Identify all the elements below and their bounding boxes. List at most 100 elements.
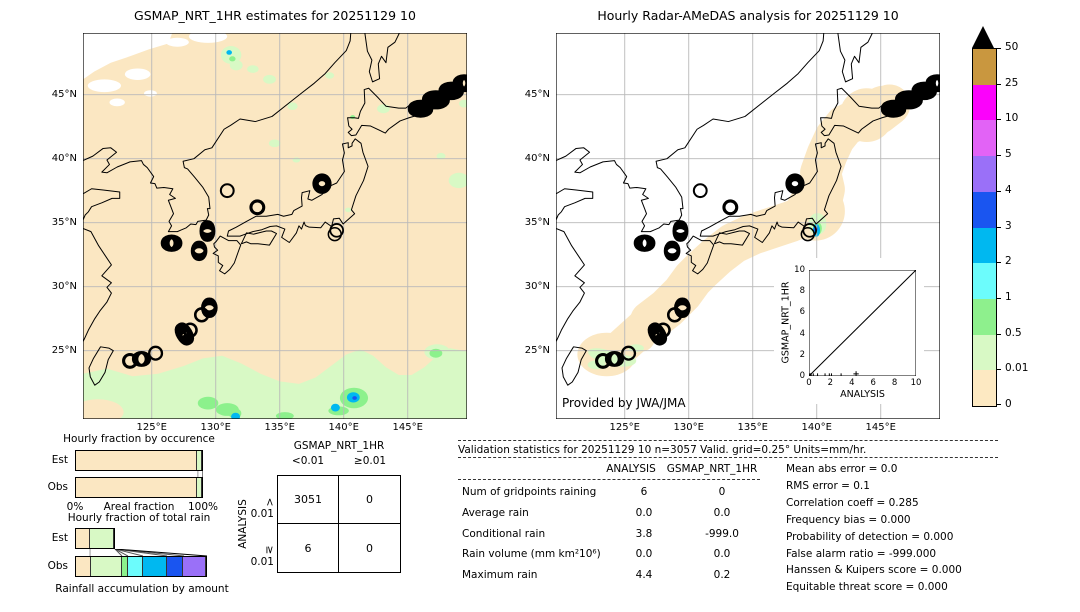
- contingency-header: GSMAP_NRT_1HR: [293, 440, 385, 452]
- score-line: Hanssen & Kuipers score = 0.000: [786, 564, 962, 576]
- stat-gsmap-value: 0.2: [713, 569, 731, 581]
- occurrence-x1: 100%: [187, 501, 219, 513]
- colorbar-segment: [973, 263, 996, 299]
- stat-analysis-value: 0.0: [635, 507, 653, 519]
- colorbar-segment: [973, 334, 996, 371]
- left-map-lat-tick: 30°N: [51, 280, 77, 292]
- inset-xtick: 6: [870, 378, 876, 388]
- left-map-lat-tick: 45°N: [51, 88, 77, 100]
- gsmap-map-canvas: [83, 33, 467, 419]
- stats-divider-title: [458, 457, 998, 458]
- stat-row-label: Maximum rain: [462, 569, 538, 581]
- inset-ytick: 10: [794, 265, 805, 275]
- colorbar-tick: [997, 226, 1001, 228]
- left-map-lat-tick: 25°N: [51, 344, 77, 356]
- bar-segment-peach: [76, 529, 91, 548]
- left-map-title: GSMAP_NRT_1HR estimates for 20251129 10: [134, 8, 416, 23]
- cell-hit-miss: 6: [278, 524, 339, 572]
- score-line: Frequency bias = 0.000: [786, 514, 911, 526]
- bar-segment-palecyan: [128, 557, 143, 576]
- bar-segment-purple: [183, 557, 206, 576]
- one-to-one-line: [809, 270, 916, 376]
- row-1-threshold: 0.01: [250, 556, 274, 568]
- stat-gsmap-value: -999.0: [705, 528, 739, 540]
- contingency-col-1: ≥0.01: [353, 455, 387, 467]
- stat-row-label: Num of gridpoints raining: [462, 486, 597, 498]
- right-map-title: Hourly Radar-AMeDAS analysis for 2025112…: [597, 8, 899, 23]
- contingency-table: 3051 0 6 0: [277, 475, 401, 573]
- totalrain-xlabel: Rainfall accumulation by amount: [55, 583, 229, 595]
- stat-row-label: Conditional rain: [462, 528, 546, 540]
- bar-segment-blue: [166, 557, 184, 576]
- colorbar: [972, 48, 997, 407]
- bar-segment-palegreen: [90, 529, 114, 548]
- contingency-row-0: <0.01: [244, 496, 276, 520]
- left-map-lat-tick: 35°N: [51, 216, 77, 228]
- bar-segment-peach: [76, 557, 91, 576]
- cell-miss-miss: 3051: [278, 476, 339, 524]
- colorbar-tick: [997, 297, 1001, 299]
- colorbar-tick-label: 25: [1005, 76, 1019, 89]
- score-line: Equitable threat score = 0.000: [786, 581, 948, 593]
- right-map-lon-tick: 125°E: [609, 422, 640, 433]
- colorbar-tick: [997, 262, 1001, 264]
- colorbar-segment: [973, 370, 996, 407]
- totalrain-obs-bar: [75, 556, 207, 577]
- bar-segment-palegreen: [196, 478, 202, 497]
- stats-divider-header: [458, 479, 760, 480]
- inset-xtick: 8: [891, 378, 898, 388]
- colorbar-segment: [973, 298, 996, 335]
- colorbar-tick-label: 0: [1005, 398, 1012, 410]
- colorbar-tick-label: 5: [1005, 148, 1012, 161]
- colorbar-tick-label: 0.5: [1005, 326, 1022, 339]
- stat-analysis-value: 6: [640, 486, 648, 498]
- credit-text: Provided by JWA/JMA: [562, 396, 686, 410]
- totalrain-connectors: [89, 549, 207, 556]
- stat-analysis-value: 0.0: [635, 548, 653, 560]
- colorbar-labels: 50 25 10 5 4 3 2 1 0.5 0.01 0: [997, 41, 1041, 410]
- stats-title: Validation statistics for 20251129 10 n=…: [458, 444, 867, 456]
- row-0-threshold: 0.01: [250, 508, 274, 520]
- occurrence-obs-label: Obs: [47, 481, 68, 493]
- left-map-lon-tick: 125°E: [136, 422, 167, 433]
- inset-xtick: 2: [827, 378, 834, 388]
- occurrence-chart-title: Hourly fraction by occurence: [63, 433, 215, 445]
- inset-xtick: 0: [806, 378, 812, 388]
- inset-ylabel: GSMAP_NRT_1HR: [780, 281, 792, 364]
- colorbar-tick: [997, 333, 1001, 335]
- left-map-lon-tick: 135°E: [264, 422, 295, 433]
- score-line: RMS error = 0.1: [786, 480, 870, 492]
- score-line: False alarm ratio = -999.000: [786, 548, 937, 560]
- colorbar-segment: [973, 227, 996, 264]
- totalrain-chart-title: Hourly fraction of total rain: [67, 512, 211, 524]
- occurrence-xlabel: Areal fraction: [103, 501, 175, 513]
- totalrain-est-bar: [75, 528, 115, 549]
- inset-ytick: 6: [799, 307, 805, 318]
- colorbar-tick: [997, 155, 1001, 157]
- colorbar-tick: [997, 48, 1001, 49]
- colorbar-tick-label: 50: [1005, 41, 1019, 53]
- inset-scatter-plot: [809, 270, 916, 376]
- totalrain-obs-label: Obs: [47, 560, 68, 572]
- totalrain-est-label: Est: [51, 532, 68, 544]
- left-map-lon-tick: 140°E: [328, 422, 359, 433]
- right-map-lon-tick: 140°E: [801, 422, 832, 433]
- bar-segment-peach: [76, 451, 197, 470]
- stat-row-label: Average rain: [462, 507, 529, 519]
- ge-symbol: ≥: [263, 545, 276, 555]
- lt-symbol: <: [263, 497, 276, 507]
- contingency-row-1: ≥0.01: [244, 544, 276, 568]
- colorbar-tick: [997, 190, 1001, 192]
- cell-miss-hit: 0: [339, 476, 400, 524]
- bar-segment-palegreen: [90, 557, 123, 576]
- right-map-lat-tick: 30°N: [524, 280, 550, 292]
- colorbar-segment: [973, 84, 996, 121]
- colorbar-tick-label: 1: [1005, 290, 1012, 303]
- inset-ytick: 2: [799, 349, 805, 360]
- left-map-lon-tick: 145°E: [392, 422, 423, 433]
- stat-gsmap-value: 0: [718, 486, 726, 498]
- right-map-lat-tick: 25°N: [524, 344, 550, 356]
- colorbar-tick-label: 4: [1005, 183, 1012, 196]
- colorbar-tick: [997, 404, 1001, 405]
